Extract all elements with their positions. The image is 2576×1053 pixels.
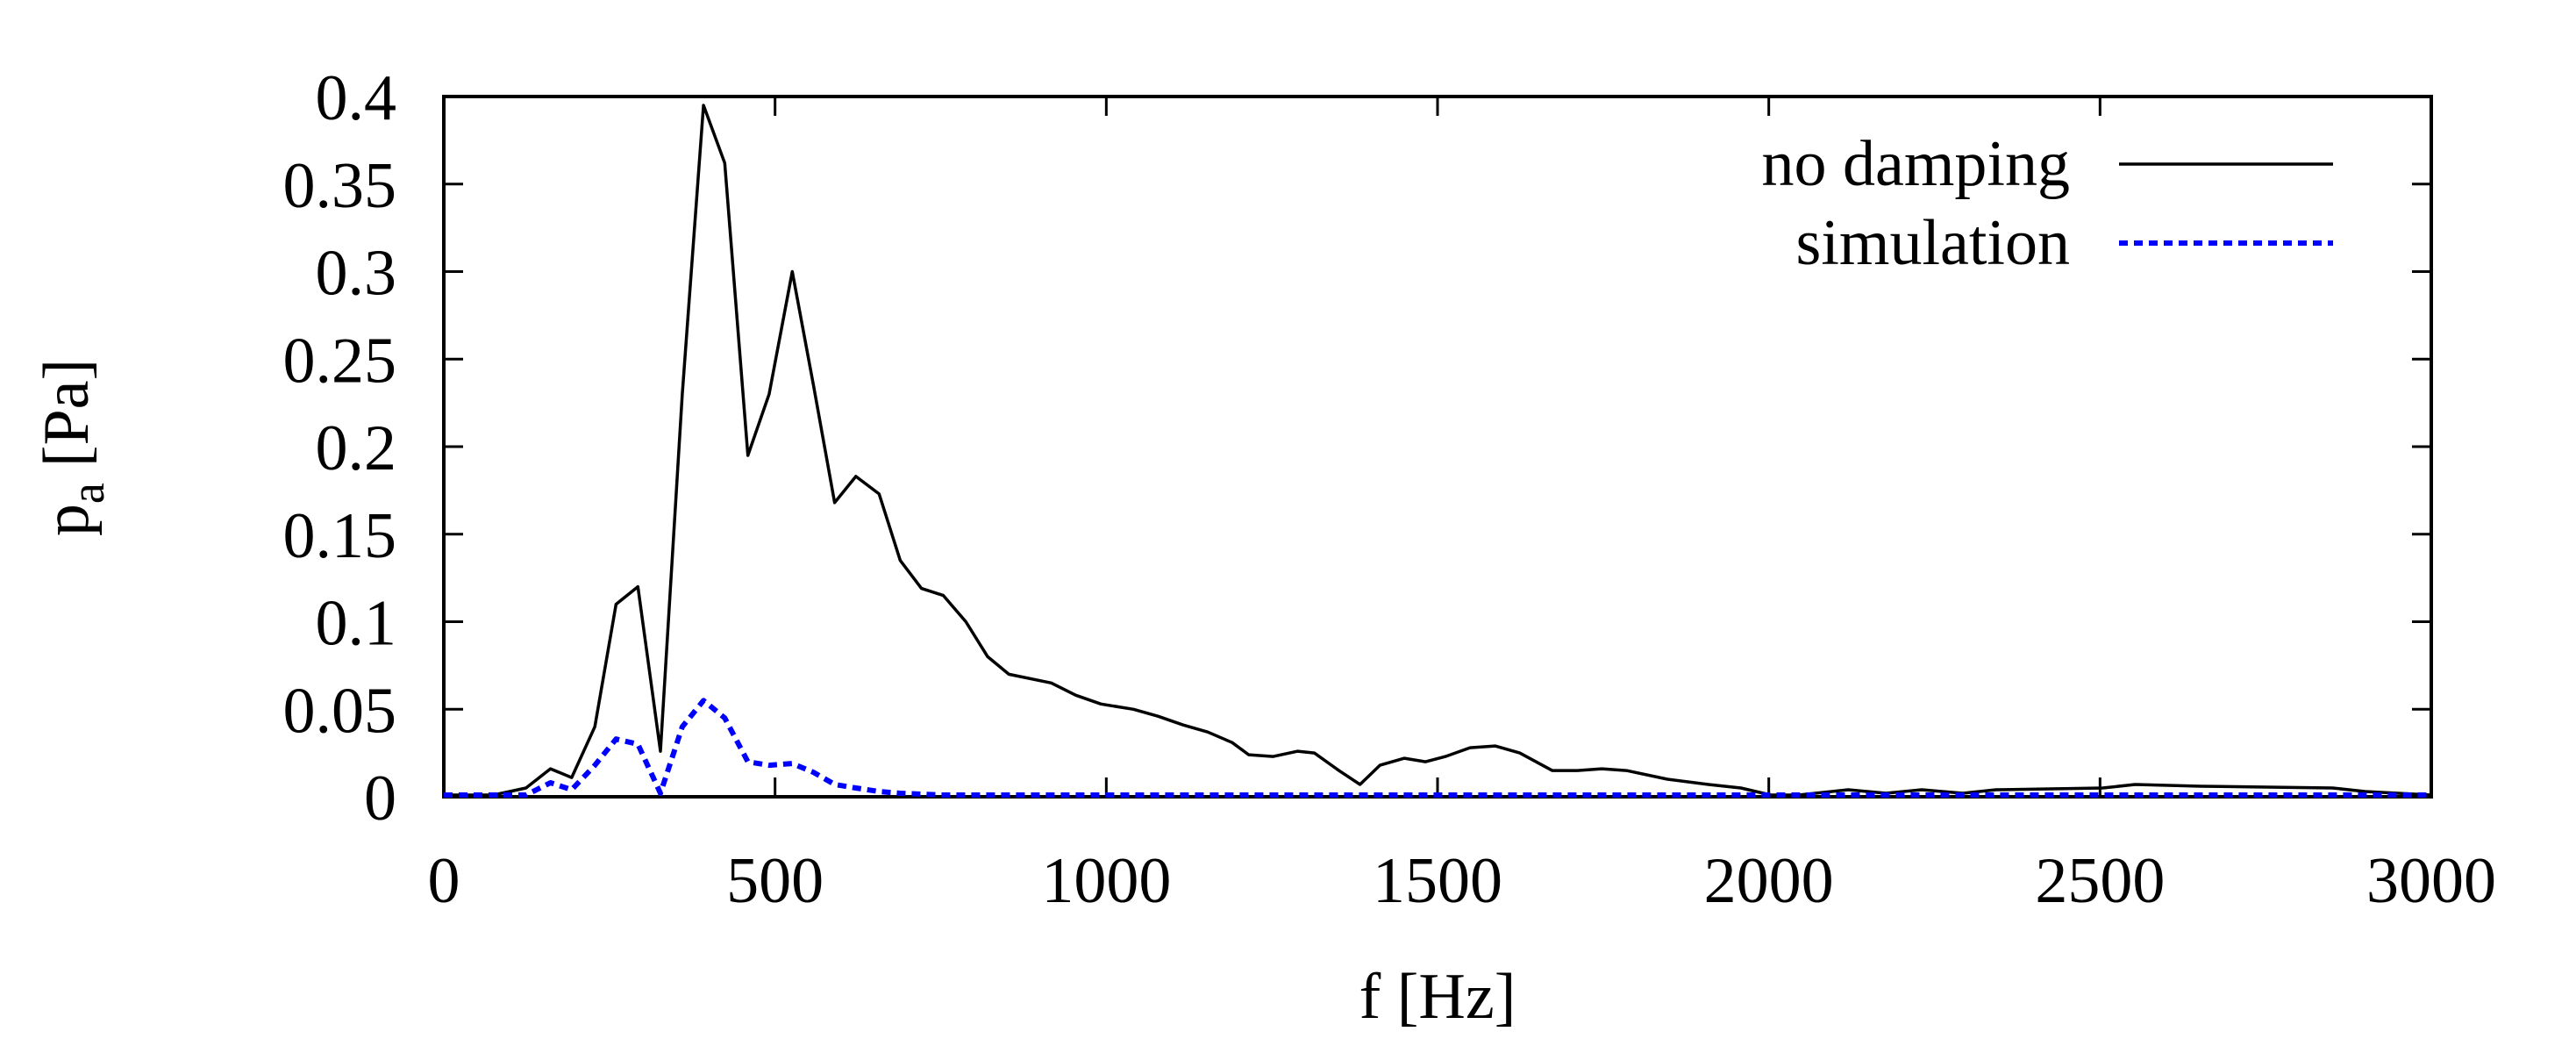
y-axis-label: pa [Pa] <box>31 359 114 536</box>
x-tick-label: 1500 <box>1373 845 1502 917</box>
x-tick-label: 3000 <box>2366 845 2496 917</box>
x-tick-label: 2500 <box>2035 845 2165 917</box>
y-tick-label: 0.35 <box>283 150 397 222</box>
x-tick-label: 2000 <box>1704 845 1834 917</box>
y-label-unit: [Pa] <box>31 359 103 467</box>
y-tick-label: 0.15 <box>283 500 397 572</box>
legend-label: no damping <box>1762 128 2070 200</box>
x-tick-label: 0 <box>428 845 460 917</box>
y-tick-label: 0 <box>364 763 396 835</box>
y-tick-label: 0.3 <box>316 238 397 310</box>
y-tick-label: 0.05 <box>283 675 397 747</box>
data-line <box>444 104 2432 797</box>
y-tick-label: 0.2 <box>316 412 397 484</box>
y-label-sub: a <box>61 483 114 504</box>
y-tick-label: 0.25 <box>283 325 397 397</box>
x-tick-label: 1000 <box>1041 845 1171 917</box>
plot-frame <box>442 95 2433 799</box>
y-label-base: p <box>31 504 103 536</box>
x-axis-label: f [Hz] <box>1359 961 1516 1033</box>
y-tick-label: 0.4 <box>316 62 397 134</box>
legend-label: simulation <box>1796 207 2070 279</box>
x-tick-label: 500 <box>726 845 824 917</box>
data-line <box>444 698 2431 798</box>
y-tick-label: 0.1 <box>316 588 397 660</box>
